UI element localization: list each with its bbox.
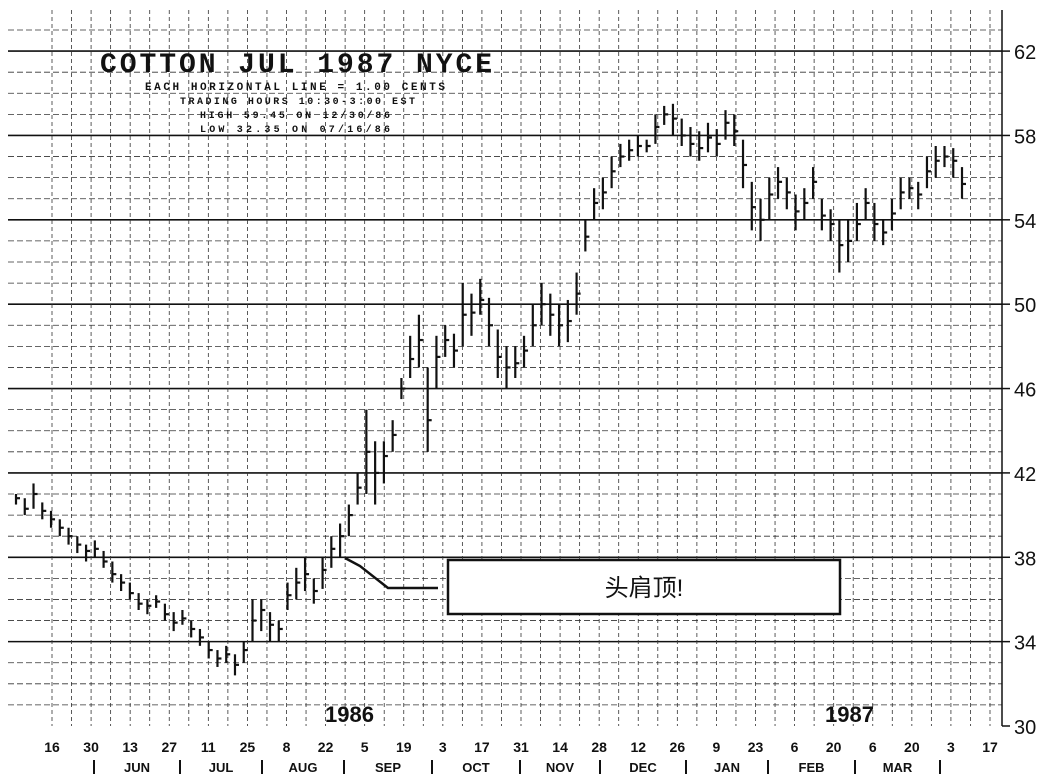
month-label: JAN [714,760,740,775]
month-label: OCT [462,760,490,775]
x-tick-label: 31 [513,739,529,755]
x-tick-label: 25 [240,739,256,755]
x-tick-label: 19 [396,739,412,755]
callout-pointer [344,556,438,590]
grid [8,10,1003,726]
x-tick-label: 9 [713,739,721,755]
callout-box [446,558,842,616]
year-label-1987: 1987 [825,702,874,727]
y-tick-label: 58 [1014,126,1036,148]
chart-title: COTTON JUL 1987 NYCE [100,50,492,81]
month-label: NOV [546,760,575,775]
chart-subtitle-4: LOW 32.35 ON 07/16/86 [200,124,390,136]
x-tick-label: 3 [947,739,955,755]
x-tick-label: 6 [869,739,877,755]
y-tick-label: 50 [1014,295,1036,317]
x-axis: 16 30 13 27 11 25 8 22 5 19 3 17 31 14 28 12 26 9 23 6 20 6 20… [44,739,998,775]
x-tick-label: 17 [982,739,998,755]
x-tick-label: 26 [670,739,686,755]
x-tick-label: 13 [122,739,138,755]
y-tick-label: 30 [1014,717,1036,739]
month-label: DEC [629,760,657,775]
annotation-callout: 头肩顶! [344,556,842,616]
chart-subtitle-3: HIGH 59.45 ON 12/30/86 [200,110,390,122]
x-tick-label: 20 [826,739,842,755]
x-tick-label: 28 [591,739,607,755]
x-tick-label: 17 [474,739,490,755]
x-tick-label: 8 [283,739,291,755]
x-tick-label: 6 [791,739,799,755]
x-tick-label: 16 [44,739,60,755]
chart-subtitle-2: TRADING HOURS 10:30-3:00 EST [180,97,415,108]
price-bars [14,103,966,676]
x-tick-label: 20 [904,739,920,755]
x-tick-label: 14 [552,739,568,755]
x-tick-label: 12 [630,739,646,755]
y-tick-label: 54 [1014,211,1036,233]
y-tick-label: 38 [1014,548,1036,570]
month-label: AUG [289,760,318,775]
month-label: MAR [883,760,913,775]
x-tick-label: 27 [161,739,177,755]
year-label-1986: 1986 [325,702,374,727]
x-tick-label: 23 [748,739,764,755]
y-tick-label: 42 [1014,464,1036,486]
x-tick-label: 11 [201,739,216,755]
y-tick-label: 62 [1014,42,1036,64]
y-tick-label: 34 [1014,633,1036,655]
month-label: JUN [124,760,150,775]
y-axis: 30 34 38 42 46 50 54 58 62 [1002,42,1036,739]
x-tick-label: 30 [83,739,99,755]
month-label: JUL [209,760,234,775]
x-tick-label: 5 [361,739,369,755]
annotation-text: 头肩顶! [605,575,684,602]
x-tick-label: 22 [318,739,334,755]
chart-subtitle-1: EACH HORIZONTAL LINE = 1.00 CENTS [145,82,445,94]
month-label: FEB [799,760,825,775]
month-label: SEP [375,760,401,775]
x-tick-label: 3 [439,739,447,755]
y-tick-label: 46 [1014,380,1036,402]
